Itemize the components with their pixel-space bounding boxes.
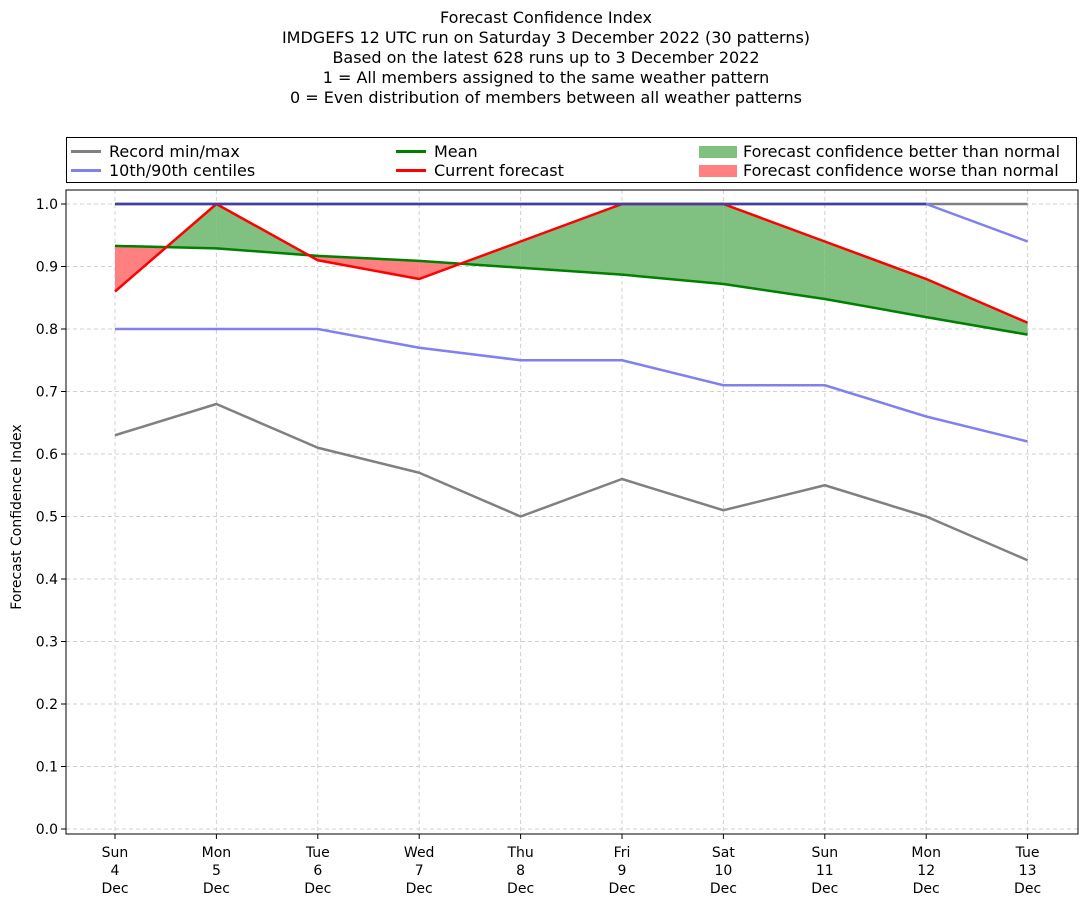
title-line-5: 0 = Even distribution of members between… xyxy=(289,88,803,107)
y-tick-label-3: 0.3 xyxy=(36,635,58,651)
x-tick-label-5-2: Dec xyxy=(608,881,635,897)
x-tick-label-4-1: 8 xyxy=(516,863,525,879)
legend-worse: Forecast confidence worse than normal xyxy=(699,161,1059,180)
legend-centiles-line xyxy=(71,169,101,172)
x-tick-label-1-0: Mon xyxy=(202,845,232,861)
plot-frame xyxy=(65,189,1079,835)
x-tick-label-6-0: Sat xyxy=(712,845,735,861)
x-tick-label-9-0: Tue xyxy=(1015,845,1040,861)
legend-current-label: Current forecast xyxy=(434,161,564,180)
x-tick-label-8-1: 12 xyxy=(917,863,935,879)
x-tick-label-6-2: Dec xyxy=(710,881,737,897)
y-axis-label: Forecast Confidence Index xyxy=(9,424,25,609)
x-tick-label-0-1: 4 xyxy=(111,863,120,879)
x-tick-label-9-1: 13 xyxy=(1019,863,1037,879)
x-tick-label-7-0: Sun xyxy=(811,845,838,861)
x-tick-label-3-1: 7 xyxy=(415,863,424,879)
y-tick-label-7: 0.7 xyxy=(36,385,58,401)
fill-better-6-0 xyxy=(723,204,825,299)
legend-centiles-label: 10th/90th centiles xyxy=(109,161,256,180)
centile-10-line xyxy=(115,327,1028,443)
x-tick-label-0-2: Dec xyxy=(101,881,128,897)
x-tick-label-3-2: Dec xyxy=(406,881,433,897)
x-tick-label-8-0: Mon xyxy=(911,845,941,861)
legend-current-line xyxy=(396,169,426,172)
record-min-line xyxy=(114,402,1029,562)
y-tick-label-9: 0.9 xyxy=(36,260,58,276)
x-tick-label-5-0: Fri xyxy=(614,845,631,861)
x-tick-label-9-2: Dec xyxy=(1014,881,1041,897)
series-lines xyxy=(114,202,1029,562)
y-tick-label-1: 0.1 xyxy=(36,760,58,776)
legend-worse-label: Forecast confidence worse than normal xyxy=(743,161,1059,180)
legend-centiles: 10th/90th centiles xyxy=(71,161,255,180)
legend-mean-line xyxy=(396,150,426,153)
legend-better: Forecast confidence better than normal xyxy=(699,142,1060,161)
x-tick-label-5-1: 9 xyxy=(618,863,627,879)
x-tick-label-1-2: Dec xyxy=(203,881,230,897)
y-tick-label-0: 0.0 xyxy=(36,822,58,838)
y-tick-label-6: 0.6 xyxy=(36,447,58,463)
title-line-1: Forecast Confidence Index xyxy=(440,8,652,27)
mean-line xyxy=(114,244,1028,336)
chart-title: Forecast Confidence Index IMDGEFS 12 UTC… xyxy=(0,8,1092,108)
x-tick-label-7-2: Dec xyxy=(811,881,838,897)
y-tick-label-8: 0.8 xyxy=(36,322,58,338)
y-tick-label-4: 0.4 xyxy=(36,572,58,588)
y-tick-label-2: 0.2 xyxy=(36,697,58,713)
x-tick-label-7-1: 11 xyxy=(816,863,834,879)
legend-better-swatch xyxy=(699,145,737,158)
legend-mean-label: Mean xyxy=(434,142,478,161)
legend-record: Record min/max xyxy=(71,142,240,161)
x-tick-label-2-1: 6 xyxy=(313,863,322,879)
x-tick-label-1-1: 5 xyxy=(212,863,221,879)
title-line-4: 1 = All members assigned to the same wea… xyxy=(322,68,770,87)
title-line-2: IMDGEFS 12 UTC run on Saturday 3 Decembe… xyxy=(281,28,811,47)
legend-better-label: Forecast confidence better than normal xyxy=(743,142,1061,161)
x-tick-label-2-0: Tue xyxy=(305,845,330,861)
legend-mean: Mean xyxy=(396,142,478,161)
legend-current: Current forecast xyxy=(396,161,564,180)
fill-better-4-0 xyxy=(520,204,622,275)
fill-better-5-0 xyxy=(622,204,724,284)
legend: Record min/max 10th/90th centiles Mean C… xyxy=(66,137,1077,183)
x-tick-label-3-0: Wed xyxy=(404,845,435,861)
legend-record-line xyxy=(71,150,101,153)
x-tick-label-0-0: Sun xyxy=(102,845,129,861)
x-tick-label-4-2: Dec xyxy=(507,881,534,897)
x-tick-label-8-2: Dec xyxy=(913,881,940,897)
legend-worse-swatch xyxy=(699,164,737,177)
fill-better-7-0 xyxy=(824,241,927,318)
title-line-3: Based on the latest 628 runs up to 3 Dec… xyxy=(332,48,760,67)
legend-record-label: Record min/max xyxy=(109,142,240,161)
current-forecast-line xyxy=(114,202,1029,324)
x-tick-label-6-1: 10 xyxy=(714,863,732,879)
x-tick-label-2-2: Dec xyxy=(304,881,331,897)
y-tick-label-5: 0.5 xyxy=(36,510,58,526)
axes: 0.0 0.1 0.2 0.3 0.4 0.5 0.6 0.7 0.8 0.9 1.0 Sun 4 Dec… xyxy=(36,189,1079,897)
y-tick-label-10: 1.0 xyxy=(36,197,58,213)
x-tick-label-4-0: Thu xyxy=(506,845,533,861)
